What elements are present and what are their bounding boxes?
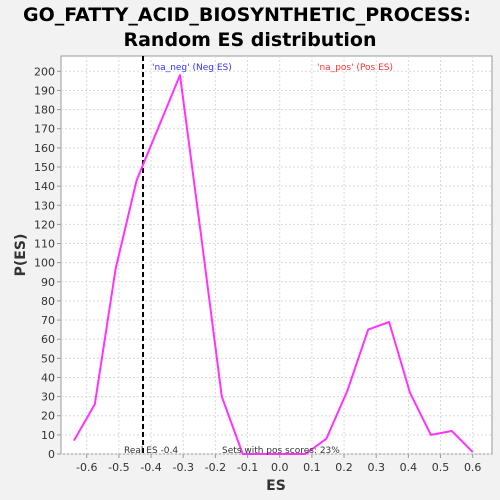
y-tick-label: 160 — [34, 142, 55, 155]
y-tick-label: 90 — [41, 276, 55, 289]
sets-pos-scores-label: Sets with pos scores: 23% — [222, 446, 340, 456]
neg-es-label: 'na_neg' (Neg ES) — [152, 63, 232, 73]
x-tick-label: -0.3 — [172, 461, 193, 474]
y-tick-label: 10 — [41, 429, 55, 442]
x-tick-label: 0.4 — [400, 461, 418, 474]
y-tick-label: 70 — [41, 314, 55, 327]
x-tick-label: -0.2 — [205, 461, 226, 474]
x-axis-ticks: -0.6 -0.5 -0.4 -0.3 -0.2 -0.1 0.0 0.1 0.2 0.3 0.4 0… — [76, 454, 481, 474]
y-axis-ticks: 0 10 20 30 40 50 60 70 80 90 100 110 120 130 140 150 160… — [34, 65, 61, 461]
x-tick-label: 0.0 — [271, 461, 289, 474]
real-es-label: Real ES -0.4 — [124, 446, 178, 456]
x-tick-label: -0.1 — [237, 461, 258, 474]
y-tick-label: 180 — [34, 104, 55, 117]
y-tick-label: 60 — [41, 333, 55, 346]
x-tick-label: 0.2 — [335, 461, 353, 474]
y-tick-label: 140 — [34, 180, 55, 193]
y-tick-label: 190 — [34, 84, 55, 97]
x-tick-label: 0.5 — [432, 461, 450, 474]
x-tick-label: -0.6 — [76, 461, 97, 474]
chart-title-line-2: Random ES distribution — [123, 29, 376, 51]
y-tick-label: 20 — [41, 410, 55, 423]
y-tick-label: 0 — [48, 448, 55, 461]
y-axis-label: P(ES) — [13, 234, 29, 277]
plot-area — [60, 55, 493, 455]
chart-title-line-1: GO_FATTY_ACID_BIOSYNTHETIC_PROCESS: — [23, 4, 471, 26]
x-tick-label: -0.5 — [108, 461, 129, 474]
y-tick-label: 200 — [34, 65, 55, 78]
y-tick-label: 30 — [41, 391, 55, 404]
y-tick-label: 150 — [34, 161, 55, 174]
y-tick-label: 120 — [34, 218, 55, 231]
y-tick-label: 130 — [34, 199, 55, 212]
x-tick-label: 0.1 — [303, 461, 321, 474]
y-tick-label: 110 — [34, 238, 55, 251]
x-tick-label: -0.4 — [140, 461, 161, 474]
pos-es-label: 'na_pos' (Pos ES) — [317, 63, 393, 73]
es-distribution-line — [73, 74, 474, 455]
y-tick-label: 170 — [34, 123, 55, 136]
y-tick-label: 50 — [41, 352, 55, 365]
x-tick-label: 0.6 — [464, 461, 482, 474]
y-tick-label: 100 — [34, 257, 55, 270]
x-tick-label: 0.3 — [367, 461, 385, 474]
x-axis-label: ES — [266, 478, 286, 494]
y-tick-label: 40 — [41, 371, 55, 384]
y-tick-label: 80 — [41, 295, 55, 308]
